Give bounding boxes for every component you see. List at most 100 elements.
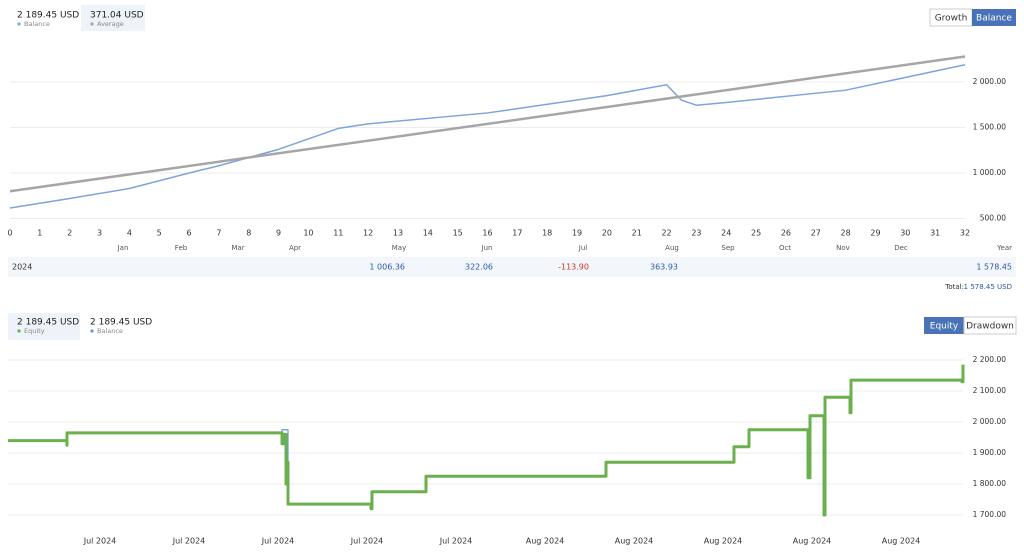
year-header: Year	[996, 244, 1012, 252]
legend-dot	[90, 22, 94, 26]
x-tick-label: 32	[960, 229, 970, 238]
x-tick-label: 23	[691, 229, 701, 238]
x-tick-label: Aug 2024	[704, 537, 743, 546]
x-tick-label: 27	[811, 229, 821, 238]
x-tick-label: 21	[632, 229, 642, 238]
month-label: Mar	[231, 244, 244, 252]
month-value: 1 006.36	[369, 263, 405, 272]
y-tick-label: 1 000.00	[973, 168, 1007, 177]
x-tick-label: 18	[542, 229, 552, 238]
tab-label: Equity	[930, 322, 959, 332]
x-tick-label: 16	[482, 229, 492, 238]
y-tick-label: 2 000.00	[973, 77, 1007, 86]
x-tick-label: Jul 2024	[83, 537, 117, 546]
x-tick-label: 26	[781, 229, 791, 238]
series-line	[8, 364, 965, 517]
x-tick-label: Aug 2024	[793, 537, 832, 546]
x-tick-label: 30	[900, 229, 910, 238]
x-tick-label: 11	[333, 229, 343, 238]
x-tick-label: 2	[67, 229, 72, 238]
x-tick-label: 13	[393, 229, 403, 238]
legend-amount: 2 189.45 USD	[17, 11, 79, 21]
x-tick-label: 6	[187, 229, 192, 238]
x-tick-label: 24	[721, 229, 731, 238]
legend-dot	[90, 329, 94, 333]
x-tick-label: 1	[37, 229, 42, 238]
legend-label: Average	[97, 20, 124, 28]
row-label: 2024	[12, 263, 32, 272]
x-tick-label: Aug 2024	[615, 537, 654, 546]
year-total: 1 578.45	[976, 263, 1012, 272]
tab-balance[interactable]	[972, 9, 1016, 26]
x-tick-label: 19	[572, 229, 582, 238]
x-tick-label: 17	[512, 229, 522, 238]
x-tick-label: 4	[127, 229, 132, 238]
month-label: Sep	[721, 244, 735, 252]
x-tick-label: 29	[870, 229, 880, 238]
month-label: Nov	[836, 244, 850, 252]
month-label: Apr	[289, 244, 301, 252]
legend-box[interactable]	[8, 313, 80, 340]
y-tick-label: 1 900.00	[973, 448, 1007, 457]
y-tick-label: 2 200.00	[973, 355, 1007, 364]
y-tick-label: 1 800.00	[973, 479, 1007, 488]
total-value: 1 578.45 USD	[964, 283, 1012, 291]
tab-label: Balance	[976, 14, 1012, 24]
x-tick-label: 3	[97, 229, 102, 238]
x-tick-label: 20	[602, 229, 612, 238]
y-tick-label: 1 700.00	[973, 510, 1007, 519]
month-label: Jul	[578, 244, 588, 252]
y-tick-label: 2 100.00	[973, 386, 1007, 395]
month-value: 363.93	[650, 263, 678, 272]
month-label: Jun	[481, 244, 493, 252]
x-tick-label: 10	[303, 229, 313, 238]
x-tick-label: 31	[930, 229, 940, 238]
x-tick-label: Jul 2024	[350, 537, 384, 546]
tab-label: Drawdown	[966, 322, 1014, 332]
x-tick-label: Jul 2024	[261, 537, 295, 546]
series-line	[8, 379, 962, 505]
month-label: Oct	[779, 244, 791, 252]
x-tick-label: 8	[246, 229, 251, 238]
month-value: -113.90	[558, 263, 589, 272]
x-tick-label: 28	[841, 229, 851, 238]
x-tick-label: 9	[276, 229, 281, 238]
x-tick-label: Jul 2024	[172, 537, 206, 546]
total-label: Total:	[944, 283, 964, 291]
legend-dot	[17, 329, 21, 333]
month-label: Jan	[117, 244, 129, 252]
month-value: 322.06	[465, 263, 493, 272]
y-tick-label: 1 500.00	[973, 123, 1007, 132]
legend-box[interactable]	[8, 5, 80, 31]
legend-box[interactable]	[81, 313, 153, 340]
month-label: Aug	[665, 244, 679, 252]
summary-row-bg	[8, 257, 1016, 277]
legend-label: Balance	[24, 20, 50, 28]
y-tick-label: 500.00	[980, 214, 1006, 223]
legend-label: Equity	[24, 327, 45, 335]
x-tick-label: 25	[751, 229, 761, 238]
month-label: May	[392, 244, 406, 252]
x-tick-label: Jul 2024	[439, 537, 473, 546]
tab-equity[interactable]	[924, 317, 964, 334]
x-tick-label: 15	[453, 229, 463, 238]
x-tick-label: Aug 2024	[882, 537, 921, 546]
x-tick-label: 14	[423, 229, 433, 238]
x-tick-label: 0	[7, 229, 12, 238]
x-tick-label: 5	[157, 229, 162, 238]
x-tick-label: Aug 2024	[526, 537, 565, 546]
y-tick-label: 2 000.00	[973, 417, 1007, 426]
month-label: Dec	[894, 244, 908, 252]
legend-label: Balance	[97, 327, 123, 335]
x-tick-label: 12	[363, 229, 373, 238]
month-label: Feb	[175, 244, 188, 252]
series-line	[9, 63, 966, 209]
legend-box[interactable]	[81, 5, 145, 31]
legend-dot	[17, 22, 21, 26]
tab-drawdown[interactable]	[963, 316, 1017, 335]
x-tick-label: 22	[661, 229, 671, 238]
legend-amount: 371.04 USD	[90, 11, 144, 21]
series-line	[9, 55, 966, 193]
